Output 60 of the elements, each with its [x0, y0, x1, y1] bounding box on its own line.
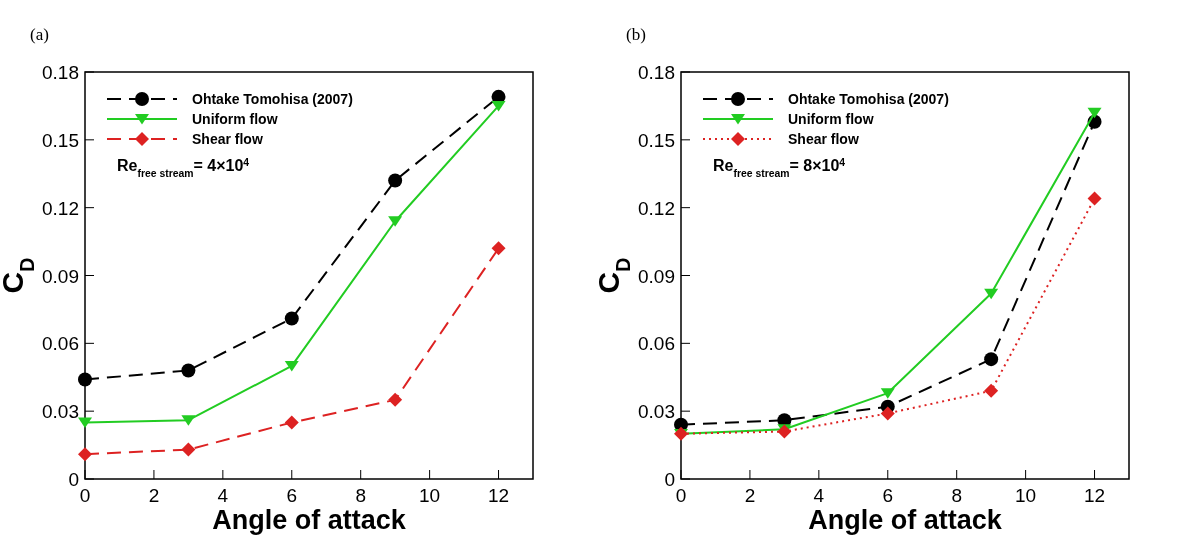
- x-tick-label: 8: [951, 485, 962, 506]
- text: (b): [626, 25, 646, 44]
- y-tick-label: 0.03: [638, 401, 675, 423]
- point: [78, 372, 92, 387]
- x-tick-label: 6: [286, 485, 298, 506]
- x-tick-label: 2: [148, 485, 160, 506]
- point: [1087, 191, 1102, 206]
- y-tick-label: 0.18: [42, 62, 79, 83]
- y-tick-label: 0.06: [42, 333, 79, 355]
- point: [1087, 107, 1102, 119]
- point: [984, 352, 999, 367]
- point: [491, 101, 506, 112]
- point: [984, 383, 999, 398]
- point: [388, 392, 403, 407]
- point: [880, 388, 895, 399]
- x-axis-title: Angle of attack: [212, 505, 407, 535]
- y-tick-label: 0.15: [638, 129, 675, 151]
- x-axis-title: Angle of attack: [808, 505, 1003, 535]
- point: [284, 415, 299, 430]
- legend-label: Shear flow: [192, 131, 263, 147]
- y-tick-label: 0.12: [42, 197, 79, 219]
- x-tick-label: 12: [487, 485, 510, 506]
- point: [880, 406, 895, 421]
- y-tick-label: 0.06: [638, 333, 675, 355]
- point: [388, 173, 403, 188]
- legend-label: Ohtake Tomohisa (2007): [788, 91, 949, 107]
- y-tick-label: 0.15: [42, 129, 79, 151]
- x-tick-label: 6: [882, 485, 894, 506]
- x-tick-label: 4: [217, 485, 229, 506]
- x-tick-label: 12: [1083, 485, 1106, 506]
- y-tick-label: 0: [664, 469, 675, 490]
- annotation: Re$_{free stream}$= 4×10$^{4}$: [117, 156, 250, 179]
- legend-label: Shear flow: [788, 131, 859, 147]
- y-tick-label: 0.18: [638, 62, 675, 83]
- legend-label: Ohtake Tomohisa (2007): [192, 91, 353, 107]
- y-tick-label: 0.12: [638, 197, 675, 219]
- point: [78, 447, 92, 462]
- x-tick-label: 4: [813, 485, 825, 506]
- legend-label: Uniform flow: [788, 111, 874, 127]
- y-tick-label: 0: [68, 469, 79, 490]
- x-tick-label: 10: [419, 485, 441, 506]
- point: [284, 311, 299, 326]
- annotation: Re$_{free stream}$= 8×10$^{4}$: [713, 156, 846, 179]
- y-tick-label: 0.09: [638, 265, 675, 287]
- x-tick-label: 8: [355, 485, 366, 506]
- y-tick-label: 0.03: [42, 401, 79, 423]
- point: [78, 417, 92, 429]
- point: [388, 216, 403, 227]
- point: [491, 241, 506, 256]
- point: [181, 442, 196, 457]
- x-tick-label: 10: [1015, 485, 1037, 506]
- legend-label: Uniform flow: [192, 111, 278, 127]
- point: [181, 415, 196, 426]
- point: [284, 361, 299, 372]
- point: [984, 288, 999, 300]
- point: [777, 424, 792, 439]
- y-tick-label: 0.09: [42, 265, 79, 287]
- point: [181, 363, 196, 378]
- x-tick-label: 2: [744, 485, 756, 506]
- text: (a): [30, 25, 49, 44]
